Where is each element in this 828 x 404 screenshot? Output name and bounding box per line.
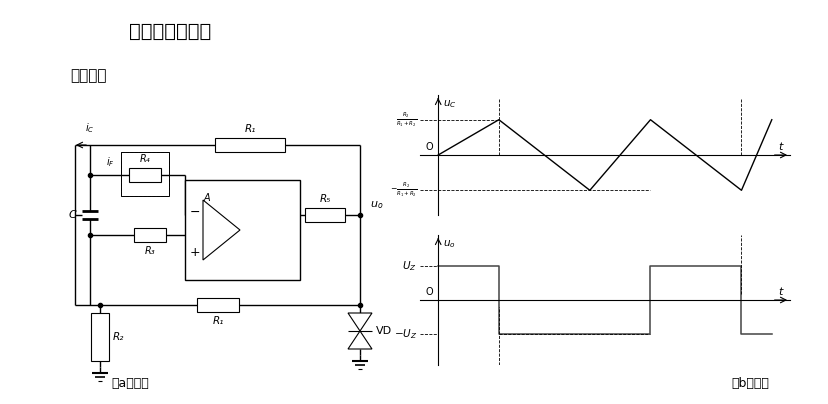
Text: （b）波形: （b）波形 — [730, 377, 768, 390]
Text: 工作原理: 工作原理 — [70, 68, 106, 83]
Text: VD: VD — [376, 326, 392, 336]
Text: R₅: R₅ — [319, 194, 330, 204]
Text: $i_F$: $i_F$ — [105, 155, 114, 169]
Bar — [91, 313, 108, 361]
Text: $t$: $t$ — [777, 140, 783, 152]
Text: $u_o$: $u_o$ — [369, 199, 383, 211]
Text: （a）电路: （a）电路 — [111, 377, 149, 390]
Bar — [129, 168, 161, 182]
Text: $U_Z$: $U_Z$ — [402, 259, 416, 273]
Text: O: O — [426, 286, 433, 297]
Text: $-U_Z$: $-U_Z$ — [393, 327, 416, 341]
Bar — [185, 180, 300, 280]
Text: $u_C$: $u_C$ — [442, 98, 456, 109]
Text: $-\frac{R_2}{R_1+R_2}$: $-\frac{R_2}{R_1+R_2}$ — [389, 181, 416, 200]
Text: R₃: R₃ — [145, 246, 155, 256]
Text: R₁: R₁ — [212, 316, 224, 326]
Bar — [134, 228, 166, 242]
Text: A: A — [204, 193, 210, 203]
Bar — [214, 138, 285, 152]
Text: R₄: R₄ — [140, 154, 150, 164]
Text: C: C — [68, 210, 76, 220]
Text: O: O — [426, 142, 433, 152]
Text: −: − — [190, 206, 200, 219]
Text: $u_{o}$: $u_{o}$ — [442, 238, 455, 250]
Text: $\frac{R_2}{R_1+R_2}$: $\frac{R_2}{R_1+R_2}$ — [396, 111, 416, 129]
Text: $i_C$: $i_C$ — [85, 121, 94, 135]
Bar — [121, 152, 169, 196]
Bar — [305, 208, 344, 222]
Text: R₁: R₁ — [244, 124, 255, 134]
Polygon shape — [348, 313, 372, 331]
Text: R₂: R₂ — [113, 332, 124, 342]
Polygon shape — [203, 200, 240, 260]
Text: +: + — [190, 246, 200, 259]
Text: 矩形波产生电路: 矩形波产生电路 — [128, 22, 211, 41]
Text: $t$: $t$ — [777, 284, 783, 297]
Polygon shape — [348, 331, 372, 349]
Bar — [197, 298, 238, 312]
